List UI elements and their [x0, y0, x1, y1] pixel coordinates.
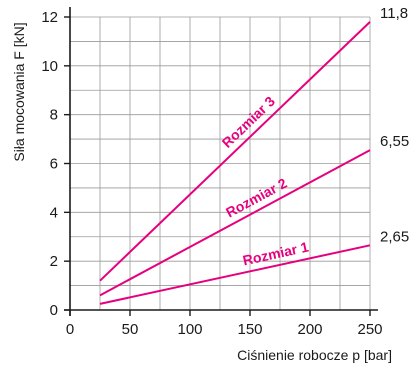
x-tick-label: 250 [357, 321, 382, 338]
y-tick-label: 10 [41, 58, 58, 75]
x-tick-label: 200 [297, 321, 322, 338]
y-tick-label: 6 [50, 156, 58, 173]
x-axis-label: Ciśnienie robocze p [bar] [237, 347, 392, 363]
y-tick-label: 12 [41, 9, 58, 26]
x-tick-label: 150 [237, 321, 262, 338]
series-lines [99, 21, 371, 305]
y-axis-label: Siła mocowania F [kN] [11, 22, 27, 161]
y-tick-label: 8 [50, 107, 58, 124]
series-line [99, 21, 371, 282]
y-tick-label: 2 [50, 253, 58, 270]
series-name-label: Rozmiar 1 [241, 239, 310, 269]
y-tick-labels: 0 2 4 6 8 10 12 [41, 9, 58, 319]
series-end-value-label: 2,65 [380, 228, 409, 245]
series-name-label: Rozmiar 3 [219, 93, 279, 151]
y-tick-label: 0 [50, 302, 58, 319]
x-tick-label: 50 [122, 321, 139, 338]
series-end-value-label: 11,8 [380, 5, 408, 22]
series-line [99, 244, 371, 305]
axes [64, 7, 378, 316]
end-labels: 2,65 6,55 11,8 [380, 5, 409, 245]
series-end-value-label: 6,55 [380, 133, 409, 150]
x-tick-label: 100 [177, 321, 202, 338]
y-tick-label: 4 [50, 204, 58, 221]
series-line [99, 149, 371, 297]
x-tick-labels: 0 50 100 150 200 250 [66, 321, 383, 338]
x-tick-label: 0 [66, 321, 74, 338]
